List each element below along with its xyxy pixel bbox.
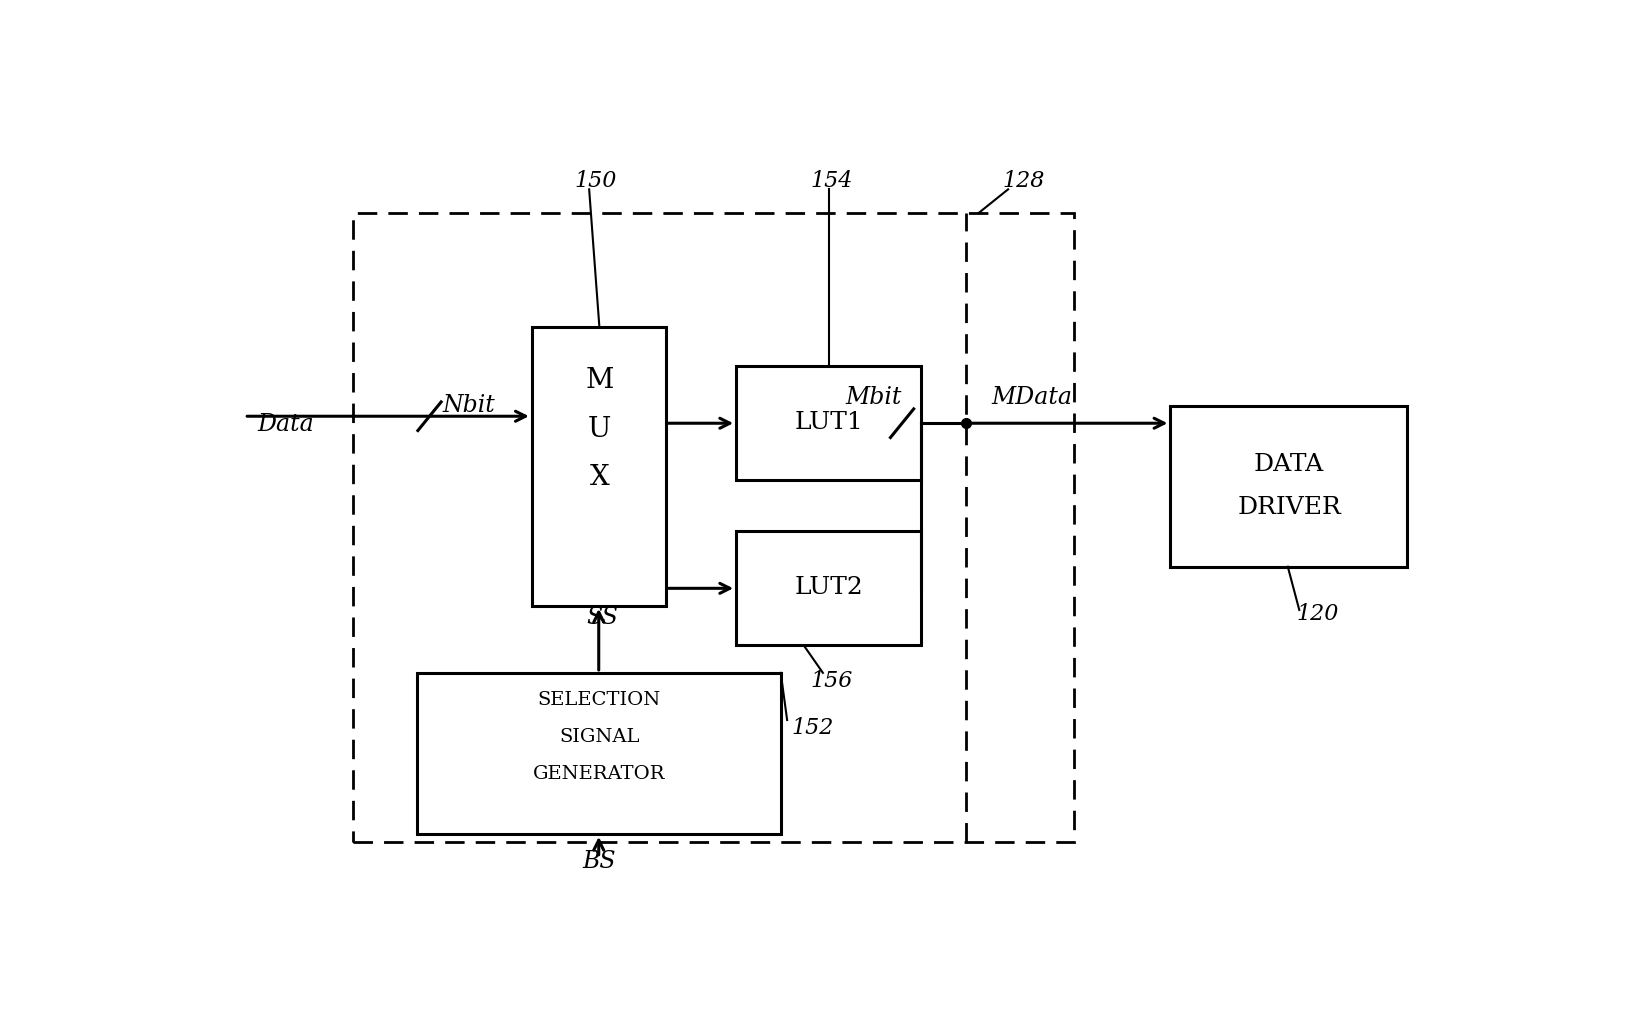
Text: Nbit: Nbit	[442, 394, 494, 417]
Text: 154: 154	[811, 171, 854, 193]
Bar	[532, 327, 666, 606]
Bar	[737, 367, 921, 480]
Bar	[737, 531, 921, 645]
Text: SS: SS	[587, 606, 618, 629]
Text: 156: 156	[811, 670, 854, 691]
Text: 152: 152	[791, 717, 834, 739]
Text: Mbit: Mbit	[845, 386, 901, 409]
Bar	[417, 673, 781, 834]
Text: MData: MData	[992, 386, 1073, 409]
Text: X: X	[590, 465, 610, 491]
Text: 150: 150	[575, 171, 616, 193]
Text: SIGNAL: SIGNAL	[559, 728, 639, 746]
Text: M: M	[585, 367, 613, 394]
Text: DRIVER: DRIVER	[1238, 496, 1341, 520]
Text: BS: BS	[583, 850, 616, 873]
Bar	[353, 213, 1074, 842]
Text: 128: 128	[1002, 171, 1045, 193]
Text: U: U	[588, 416, 611, 443]
Text: 120: 120	[1295, 602, 1338, 625]
Text: Data: Data	[257, 412, 313, 436]
Text: GENERATOR: GENERATOR	[532, 766, 666, 783]
Text: SELECTION: SELECTION	[537, 691, 661, 710]
Bar	[1170, 405, 1406, 567]
Text: LUT1: LUT1	[794, 411, 864, 434]
Text: LUT2: LUT2	[794, 577, 864, 599]
Text: DATA: DATA	[1254, 453, 1325, 476]
